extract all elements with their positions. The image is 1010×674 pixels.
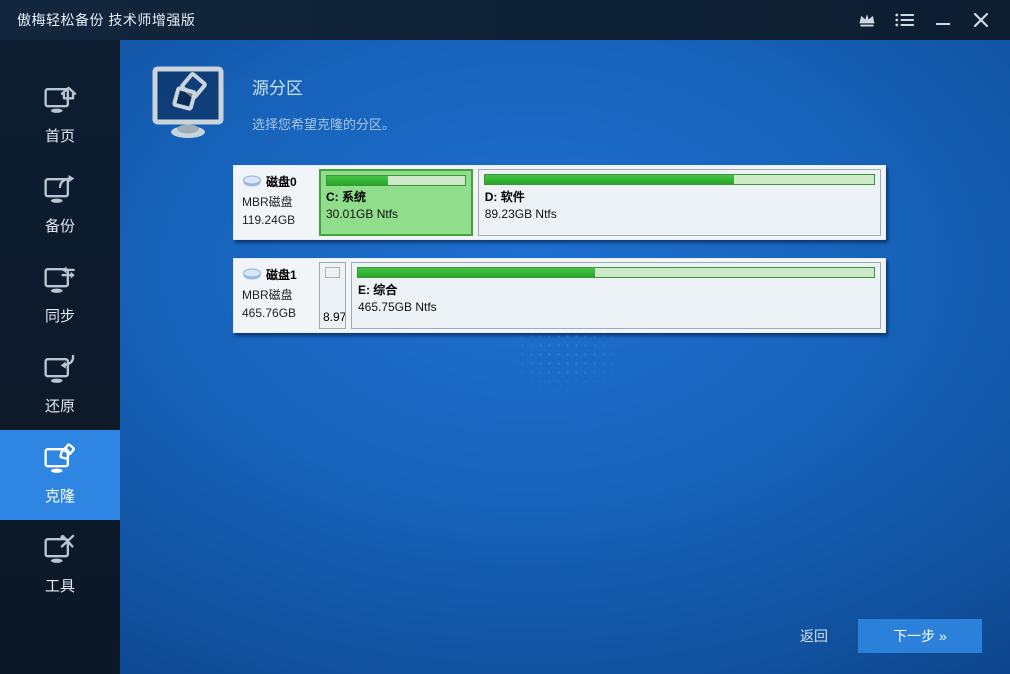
sidebar-item-label: 同步	[44, 308, 75, 325]
sidebar-item-label: 还原	[44, 398, 75, 415]
sidebar-item-backup[interactable]: 备份	[0, 160, 120, 250]
disk-name: 磁盘1	[266, 268, 297, 282]
partition-c[interactable]: C: 系统 30.01GB Ntfs	[319, 169, 473, 236]
usage-bar	[326, 175, 466, 186]
monitor-restore-icon	[43, 354, 77, 389]
sidebar-item-restore[interactable]: 还原	[0, 340, 120, 430]
upgrade-crown-icon[interactable]	[848, 0, 886, 40]
partition-small[interactable]: 8.97	[319, 262, 346, 329]
partition-e[interactable]: E: 综合 465.75GB Ntfs	[350, 262, 881, 329]
monitor-home-icon	[43, 84, 77, 119]
disk-row-0: 磁盘0 MBR磁盘 119.24GB C: 系统 30.01GB Ntfs	[233, 165, 886, 240]
disk-name: 磁盘0	[266, 175, 297, 189]
disk-info-1: 磁盘1 MBR磁盘 465.76GB	[238, 262, 314, 329]
disk-info-0: 磁盘0 MBR磁盘 119.24GB	[238, 169, 314, 236]
partition-size: 89.23GB Ntfs	[484, 207, 557, 221]
partition-name: 8.97	[323, 310, 346, 324]
sidebar-item-sync[interactable]: 同步	[0, 250, 120, 340]
partition-size: 465.75GB Ntfs	[357, 300, 437, 314]
sidebar-item-label: 克隆	[44, 488, 75, 505]
disk-icon	[242, 267, 262, 283]
next-button[interactable]: 下一步 »	[858, 619, 982, 653]
menu-list-icon[interactable]	[886, 0, 924, 40]
titlebar: 傲梅轻松备份 技术师增强版	[0, 0, 1010, 40]
sidebar-item-label: 首页	[44, 128, 75, 145]
close-icon[interactable]	[962, 0, 1000, 40]
minimize-icon[interactable]	[924, 0, 962, 40]
disk-size: 465.76GB	[242, 306, 297, 320]
usage-bar-fill	[327, 176, 388, 185]
usage-bar	[356, 267, 875, 278]
usage-bar	[483, 174, 875, 185]
disk-type: MBR磁盘	[242, 288, 293, 302]
page-header: 源分区 选择您希望克隆的分区。	[152, 66, 395, 144]
monitor-sync-icon	[43, 264, 77, 299]
partition-name: D: 软件	[484, 190, 525, 204]
usage-bar-fill	[484, 175, 734, 184]
sidebar: 首页 备份	[0, 40, 120, 674]
disk-type: MBR磁盘	[242, 195, 293, 209]
monitor-backup-icon	[43, 174, 77, 209]
disk-row-1: 磁盘1 MBR磁盘 465.76GB 8.97 E: 综合 4	[233, 258, 886, 333]
disk-size: 119.24GB	[242, 213, 296, 227]
app-title: 傲梅轻松备份 技术师增强版	[17, 12, 196, 28]
background-watermark	[500, 305, 630, 400]
sidebar-item-home[interactable]: 首页	[0, 70, 120, 160]
sidebar-item-clone[interactable]: 克隆	[0, 430, 120, 520]
partition-d[interactable]: D: 软件 89.23GB Ntfs	[477, 169, 881, 236]
partition-name: E: 综合	[357, 283, 398, 297]
page-title: 源分区	[252, 79, 303, 98]
main-area: 源分区 选择您希望克隆的分区。 磁盘0	[120, 40, 1010, 674]
partition-name: C: 系统	[326, 190, 366, 204]
usage-bar-fill	[357, 268, 596, 277]
sidebar-item-tools[interactable]: 工具	[0, 520, 120, 610]
sidebar-item-label: 工具	[44, 578, 75, 595]
back-button[interactable]: 返回	[800, 628, 828, 644]
page-subtitle: 选择您希望克隆的分区。	[252, 117, 396, 132]
disk-icon	[242, 174, 262, 190]
partition-size: 30.01GB Ntfs	[326, 207, 399, 221]
usage-bar	[325, 267, 340, 278]
footer-actions: 返回 下一步 »	[800, 619, 982, 653]
sidebar-item-label: 备份	[44, 218, 75, 235]
monitor-tools-icon	[43, 534, 77, 569]
clone-monitor-icon	[152, 66, 224, 144]
monitor-clone-icon	[43, 443, 77, 479]
